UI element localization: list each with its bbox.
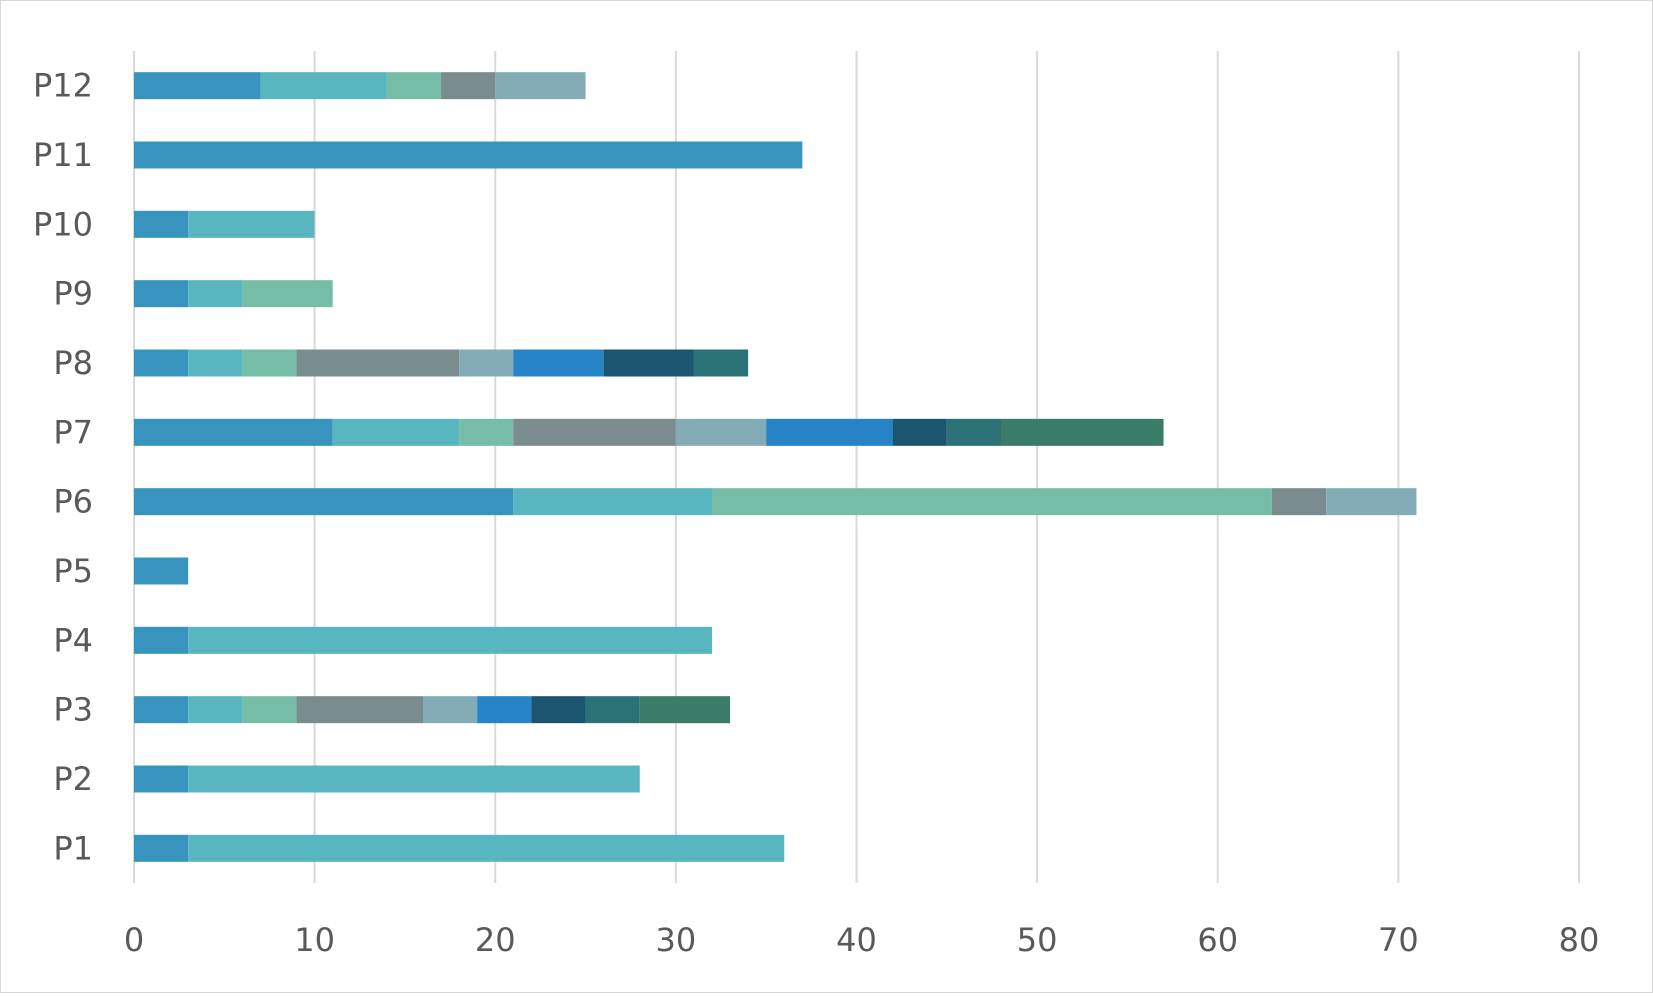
bar-segment: [477, 696, 532, 724]
bar-segment: [513, 488, 712, 516]
x-tick-label: 40: [836, 921, 877, 959]
bar-segment: [188, 210, 315, 238]
bar-segment: [260, 72, 387, 100]
bar-segment: [639, 696, 731, 724]
x-tick-label: 80: [1559, 921, 1600, 959]
bar-segment: [712, 488, 1272, 516]
bar-segment: [134, 418, 333, 446]
y-tick-label: P12: [33, 67, 93, 105]
y-tick-label: P8: [53, 344, 93, 382]
bar-segment: [513, 349, 604, 377]
bar-segment: [134, 626, 189, 654]
bar-segment: [386, 72, 442, 100]
bar-segment: [585, 696, 640, 724]
bar-segment: [188, 280, 243, 308]
bar-segment: [675, 418, 767, 446]
bar-segment: [513, 418, 676, 446]
y-tick-label: P2: [53, 760, 93, 798]
x-axis-tick-labels: 0 10 20 30 40 50 60 70 80: [124, 921, 1600, 959]
bar-segment: [134, 834, 189, 862]
bar-segment: [296, 349, 460, 377]
bar-segment: [1271, 488, 1327, 516]
y-tick-label: P1: [53, 829, 93, 867]
bar-segment: [134, 141, 803, 169]
bar-segment: [332, 418, 460, 446]
bar-segment: [188, 696, 243, 724]
bar-segment: [134, 349, 189, 377]
x-tick-label: 0: [124, 921, 144, 959]
bar-segment: [134, 765, 189, 793]
bar-segment: [134, 557, 189, 585]
bar-segment: [188, 626, 712, 654]
bar-segment: [531, 696, 586, 724]
bar-segment: [134, 210, 189, 238]
bar-segment: [134, 696, 189, 724]
bar-segment: [188, 349, 243, 377]
bar-segment: [459, 418, 514, 446]
bar-segment: [693, 349, 749, 377]
bar-segment: [134, 72, 261, 100]
y-tick-label: P5: [53, 552, 93, 590]
bar-segment: [603, 349, 694, 377]
bar-segment: [1326, 488, 1417, 516]
x-tick-label: 20: [475, 921, 516, 959]
bar-segment: [495, 72, 586, 100]
bar-segment: [188, 834, 785, 862]
bar-segment: [242, 280, 333, 308]
bar-segment: [296, 696, 423, 724]
x-tick-label: 60: [1197, 921, 1238, 959]
bar-segment: [188, 765, 640, 793]
bar-segment: [441, 72, 496, 100]
gridlines: [133, 51, 1580, 883]
y-tick-label: P11: [33, 136, 93, 174]
bar-segment: [946, 418, 1001, 446]
y-axis-tick-labels: P1 P2 P3 P4 P5 P6 P7 P8 P9 P10 P11 P12: [33, 67, 93, 868]
bar-segment: [892, 418, 947, 446]
bar-segment: [134, 280, 189, 308]
bar-segment: [459, 349, 514, 377]
y-tick-label: P9: [53, 275, 93, 313]
bar-segment: [242, 696, 297, 724]
bar-segment: [423, 696, 478, 724]
y-tick-label: P4: [53, 621, 93, 659]
y-tick-label: P3: [53, 691, 93, 729]
x-tick-label: 30: [656, 921, 697, 959]
x-tick-label: 10: [294, 921, 335, 959]
bar-segment: [766, 418, 893, 446]
bars: [134, 72, 1417, 862]
x-tick-label: 70: [1378, 921, 1419, 959]
x-tick-label: 50: [1017, 921, 1058, 959]
y-tick-label: P10: [33, 205, 93, 243]
bar-segment: [242, 349, 297, 377]
bar-segment: [134, 488, 514, 516]
y-tick-label: P6: [53, 483, 93, 521]
bar-segment: [1001, 418, 1164, 446]
y-tick-label: P7: [53, 413, 93, 451]
